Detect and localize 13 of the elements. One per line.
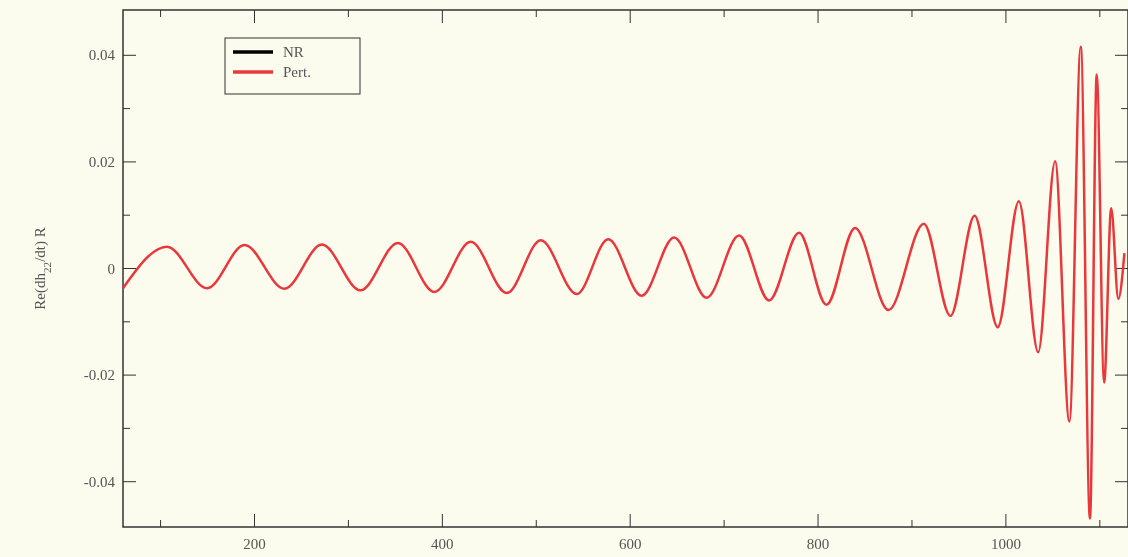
legend-label: Pert. (283, 64, 311, 80)
y-tick-label: 0.02 (88, 153, 115, 170)
y-tick-label: 0 (107, 260, 115, 277)
line-series (121, 45, 1126, 520)
x-tick-label: 400 (431, 536, 454, 552)
y-tick-label: -0.02 (83, 367, 115, 384)
x-tick-label: 600 (618, 536, 642, 552)
y-tick-label: 0.04 (88, 47, 116, 64)
x-tick-label: 800 (806, 536, 830, 552)
x-tick-label: 1000 (990, 536, 1021, 552)
x-tick-label: 200 (243, 536, 266, 552)
legend-label: NR (283, 44, 304, 60)
y-tick-label: -0.04 (83, 473, 116, 490)
